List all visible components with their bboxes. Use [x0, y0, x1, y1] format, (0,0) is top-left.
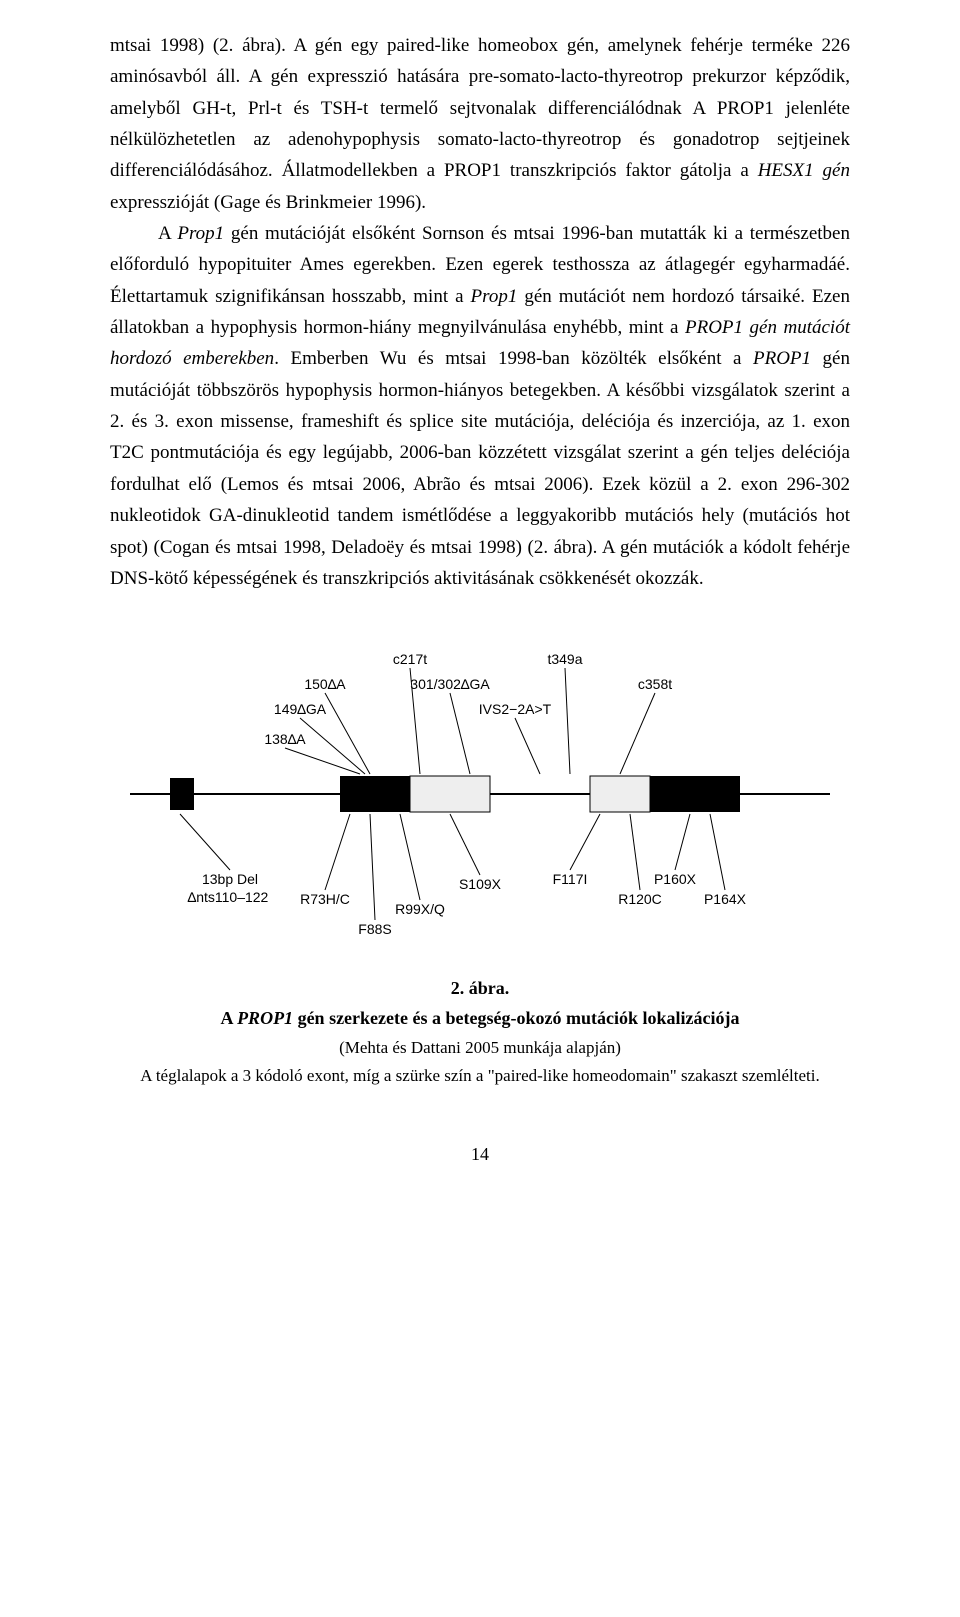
figure-2-caption: 2. ábra. A PROP1 gén szerkezete és a bet…	[110, 974, 850, 1089]
figure-2: c217t 301/302∆GA t349a c358t IVS2−2A>T 150∆A 1…	[110, 634, 850, 954]
figure-description: A téglalapok a 3 kódoló exont, míg a szü…	[110, 1062, 850, 1090]
svg-text:P160X: P160X	[654, 871, 697, 887]
p2-it1: Prop1	[177, 223, 224, 244]
svg-text:P164X: P164X	[704, 891, 747, 907]
figure-title: A PROP1 gén szerkezete és a betegség-oko…	[110, 1004, 850, 1034]
svg-text:R73H/C: R73H/C	[300, 891, 350, 907]
p2-d: . Emberben Wu és mtsai 1998-ban közölték…	[274, 348, 753, 369]
svg-text:t349a: t349a	[547, 651, 582, 667]
svg-text:c217t: c217t	[393, 651, 427, 667]
svg-text:13bp Del: 13bp Del	[202, 871, 258, 887]
page-number: 14	[110, 1140, 850, 1170]
figure-number: 2. ábra.	[110, 974, 850, 1004]
svg-text:S109X: S109X	[459, 876, 502, 892]
p2-it2: Prop1	[471, 286, 518, 307]
svg-text:150∆A: 150∆A	[304, 676, 346, 692]
paragraph-1: mtsai 1998) (2. ábra). A gén egy paired-…	[110, 30, 850, 218]
p1-tail: expresszióját (Gage és Brinkmeier 1996).	[110, 192, 426, 213]
paragraph-2: A Prop1 gén mutációját elsőként Sornson …	[110, 218, 850, 594]
page: mtsai 1998) (2. ábra). A gén egy paired-…	[0, 0, 960, 1209]
p1-text: mtsai 1998) (2. ábra). A gén egy paired-…	[110, 35, 850, 181]
svg-text:149∆GA: 149∆GA	[274, 701, 327, 717]
p1-italic-1: HESX1 gén	[758, 160, 850, 181]
svg-text:c358t: c358t	[638, 676, 672, 692]
p2-a: A	[158, 223, 177, 244]
svg-text:R120C: R120C	[618, 891, 662, 907]
svg-text:F88S: F88S	[358, 921, 391, 937]
svg-text:IVS2−2A>T: IVS2−2A>T	[479, 701, 552, 717]
gene-diagram: c217t 301/302∆GA t349a c358t IVS2−2A>T 150∆A 1…	[110, 634, 850, 954]
svg-text:R99X/Q: R99X/Q	[395, 901, 445, 917]
figure-source: (Mehta és Dattani 2005 munkája alapján)	[110, 1034, 850, 1062]
svg-text:138∆A: 138∆A	[264, 731, 306, 747]
svg-text:F117I: F117I	[553, 871, 588, 887]
svg-text:301/302∆GA: 301/302∆GA	[410, 676, 490, 692]
svg-text:∆nts110–122: ∆nts110–122	[188, 889, 269, 905]
p2-e: gén mutációját többszörös hypophysis hor…	[110, 348, 850, 588]
p2-it4: PROP1	[753, 348, 811, 369]
